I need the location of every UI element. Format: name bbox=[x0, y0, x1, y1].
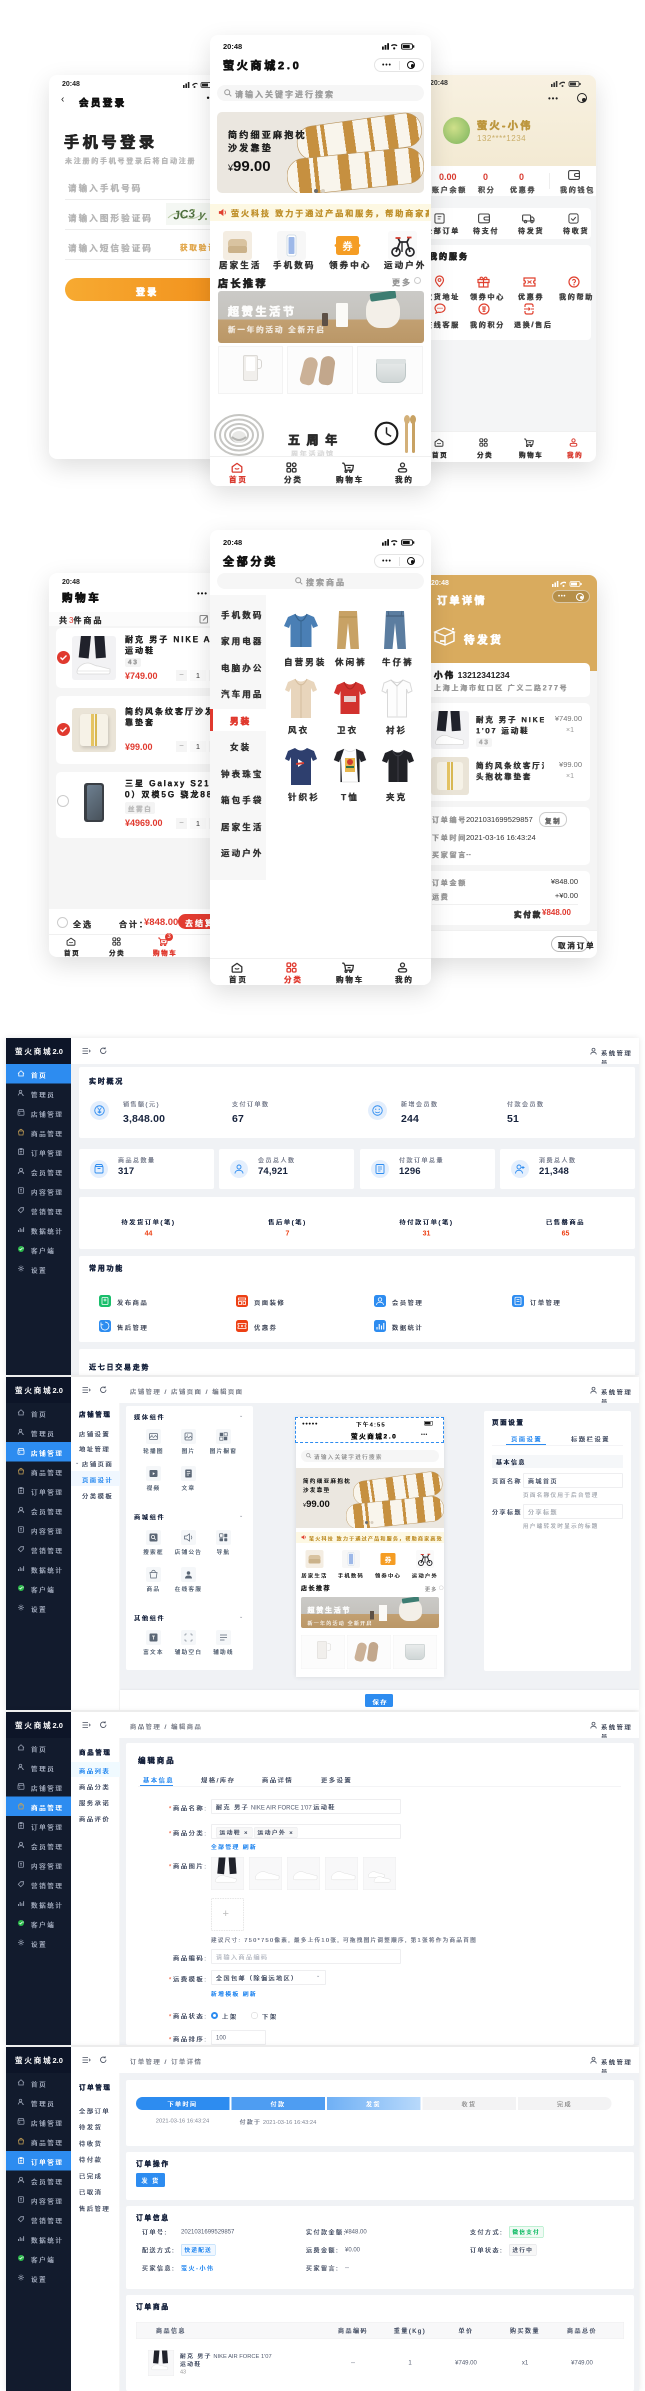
svg-text:券: 券 bbox=[342, 240, 354, 253]
svg-text:y: y bbox=[197, 209, 207, 222]
svg-text:JC3: JC3 bbox=[172, 206, 196, 222]
svg-text:券: 券 bbox=[385, 1555, 392, 1564]
